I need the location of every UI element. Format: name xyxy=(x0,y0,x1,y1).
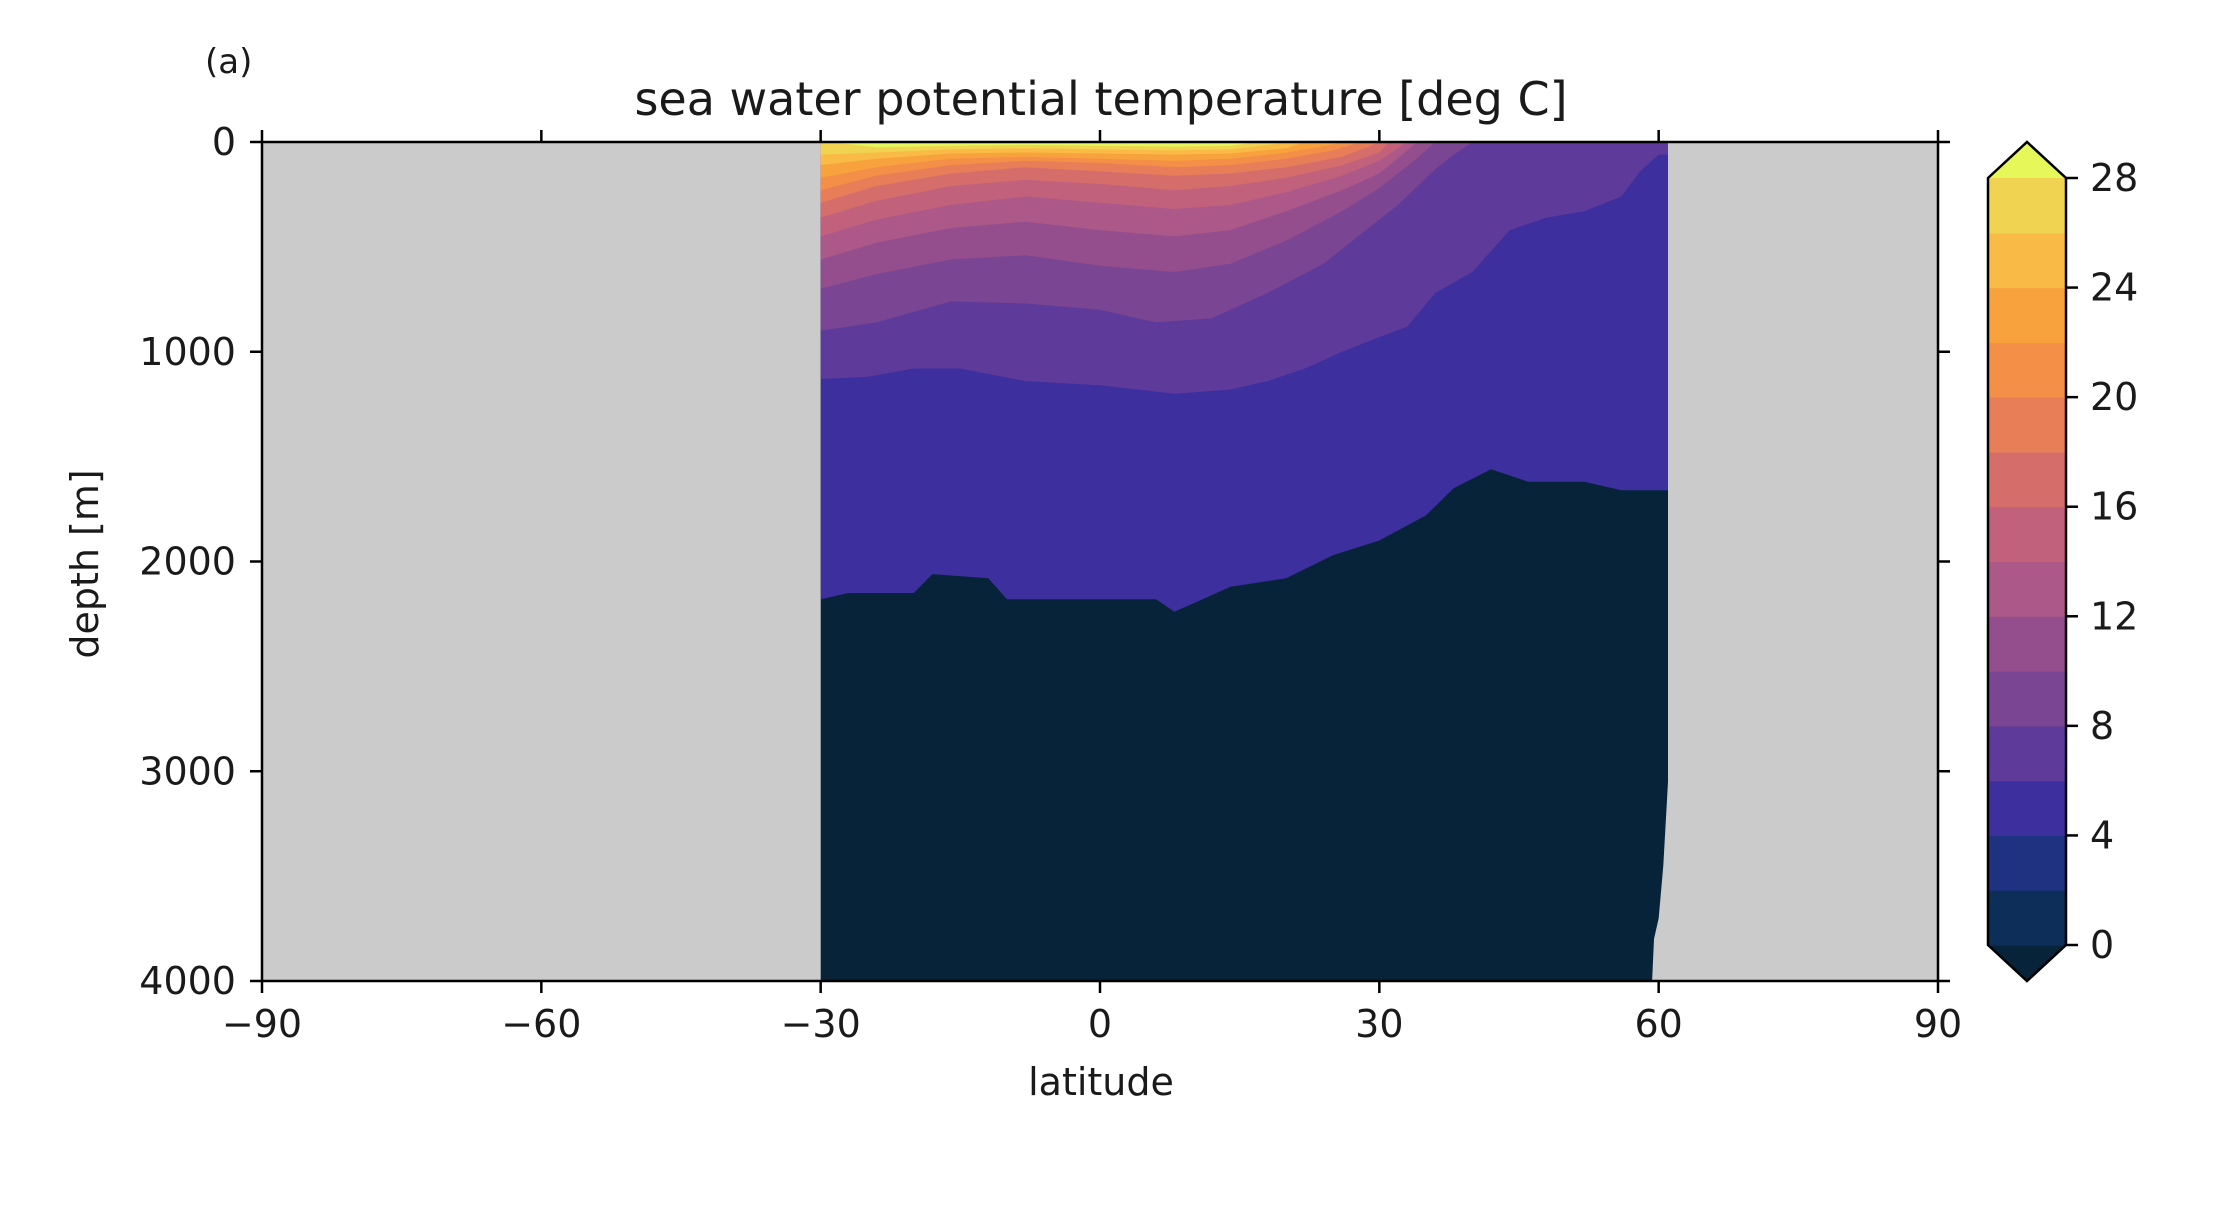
colorbar-band xyxy=(1988,780,2066,837)
colorbar-under-extension xyxy=(1988,945,2066,981)
axes: −90 −60 −30 0 30 60 90 0 1000 2000 3000 4000 xyxy=(139,120,1962,1046)
isotherm-band xyxy=(820,142,1259,148)
colorbar-band xyxy=(1988,671,2066,727)
colorbar-band xyxy=(1988,178,2066,234)
colorbar-tick-label: 28 xyxy=(2090,156,2138,200)
y-axis-label: depth [m] xyxy=(63,469,107,658)
colorbar-tick-label: 12 xyxy=(2090,594,2138,638)
colorbar-band xyxy=(1988,616,2066,672)
colorbar-tick-label: 20 xyxy=(2090,375,2138,419)
panel-label: (a) xyxy=(205,42,252,82)
colorbar-band xyxy=(1988,287,2066,343)
colorbar-band xyxy=(1988,232,2066,289)
x-tick-label: 60 xyxy=(1634,1002,1682,1046)
x-tick-label: −30 xyxy=(781,1002,861,1046)
colorbar-over-extension xyxy=(1988,142,2066,178)
colorbar-tick-label: 4 xyxy=(2090,813,2114,857)
colorbar-band xyxy=(1988,890,2066,946)
colorbar-band xyxy=(1988,451,2066,508)
y-tick-label: 1000 xyxy=(139,330,236,374)
colorbar-band xyxy=(1988,561,2066,617)
colorbar-tick-label: 8 xyxy=(2090,704,2114,748)
y-tick-label: 2000 xyxy=(139,540,236,584)
colorbar: 0 4 8 12 16 20 24 28 xyxy=(1986,140,2138,983)
y-tick-label: 3000 xyxy=(139,749,236,793)
colorbar-band xyxy=(1988,725,2066,782)
colorbar-tick-label: 0 xyxy=(2090,923,2114,967)
x-tick-label: −90 xyxy=(222,1002,302,1046)
colorbar-band xyxy=(1988,835,2066,891)
colorbar-tick-label: 24 xyxy=(2090,266,2138,310)
x-tick-label: −60 xyxy=(501,1002,581,1046)
chart-title: sea water potential temperature [deg C] xyxy=(634,72,1567,126)
y-tick-label: 4000 xyxy=(139,959,236,1003)
temperature-bands xyxy=(820,142,1668,612)
colorbar-band xyxy=(1988,506,2066,563)
y-tick-label: 0 xyxy=(212,120,236,164)
colorbar-tick-label: 16 xyxy=(2090,485,2138,529)
x-axis-label: latitude xyxy=(1028,1060,1174,1104)
x-tick-label: 30 xyxy=(1355,1002,1403,1046)
x-tick-label: 0 xyxy=(1088,1002,1112,1046)
x-tick-label: 90 xyxy=(1914,1002,1962,1046)
colorbar-band xyxy=(1988,342,2066,398)
colorbar-band xyxy=(1988,397,2066,453)
temperature-field xyxy=(820,142,1668,981)
